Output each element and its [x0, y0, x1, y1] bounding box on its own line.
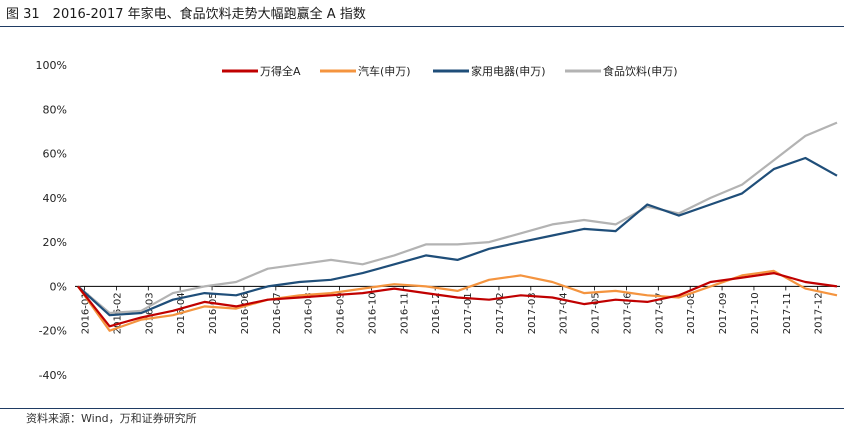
legend-label: 万得全A: [260, 64, 301, 78]
legend-label: 食品饮料(申万): [603, 64, 678, 78]
x-tick-label: 2017-01: [463, 292, 474, 334]
series-layer: [77, 121, 838, 332]
figure-title-bar: 图 31 2016-2017 年家电、食品饮料走势大幅跑赢全 A 指数: [0, 0, 844, 27]
x-tick-label: 2017-06: [622, 292, 633, 334]
x-tick-label: 2017-09: [718, 292, 729, 334]
y-tick-label: 0%: [50, 280, 67, 293]
x-tick-label: 2017-10: [750, 292, 761, 334]
y-tick-label: -40%: [39, 369, 67, 382]
x-tick-label: 2016-07: [272, 292, 283, 334]
x-tick-label: 2017-02: [495, 292, 506, 334]
y-axis: 100% 80% 60% 40% 20% 0% -20% -40%: [36, 59, 67, 382]
x-tick-label: 2017-12: [814, 292, 825, 334]
x-tick-label: 2017-05: [591, 292, 602, 334]
x-tick-label: 2016-09: [336, 292, 347, 334]
y-tick-label: 60%: [43, 148, 67, 161]
x-tick-label: 2016-06: [240, 292, 251, 334]
x-tick-label: 2016-08: [304, 292, 315, 334]
series-line: [77, 121, 838, 315]
legend-label: 家用电器(申万): [471, 64, 546, 78]
x-tick-label: 2016-11: [399, 292, 410, 334]
x-tick-label: 2017-03: [527, 292, 538, 334]
x-tick-label: 2016-12: [431, 292, 442, 334]
series-line: [77, 272, 838, 328]
x-tick-label: 2017-08: [686, 292, 697, 334]
x-tick-label: 2016-10: [367, 292, 378, 334]
source-divider: [0, 408, 844, 409]
legend-label: 汽车(申万): [358, 64, 411, 78]
source-note: 资料来源：Wind，万和证券研究所: [26, 412, 197, 425]
x-tick-label: 2016-03: [144, 292, 155, 334]
y-tick-label: 80%: [43, 103, 67, 116]
chart-legend: 万得全A 汽车(申万) 家用电器(申万) 食品饮料(申万): [222, 64, 678, 78]
x-tick-label: 2016-01: [81, 292, 92, 334]
y-tick-label: 40%: [43, 192, 67, 205]
y-tick-label: 20%: [43, 236, 67, 249]
figure-title: 图 31 2016-2017 年家电、食品饮料走势大幅跑赢全 A 指数: [6, 7, 366, 22]
series-line: [77, 156, 838, 317]
x-tick-label: 2017-11: [782, 292, 793, 334]
series-line: [77, 269, 838, 332]
x-tick-label: 2017-07: [654, 292, 665, 334]
x-tick-label: 2017-04: [559, 292, 570, 334]
y-tick-label: -20%: [39, 325, 67, 338]
y-tick-label: 100%: [36, 59, 67, 72]
x-tick-label: 2016-05: [208, 292, 219, 334]
